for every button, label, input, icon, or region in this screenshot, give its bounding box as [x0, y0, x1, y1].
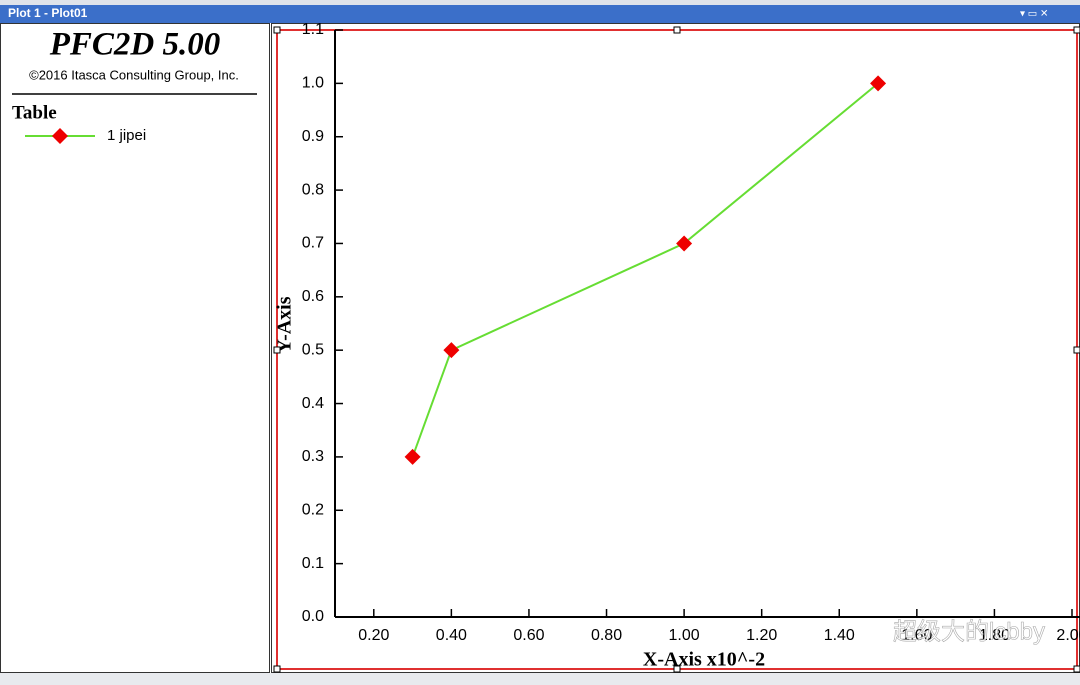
resize-handle [1073, 665, 1080, 673]
x-tick-label: 0.40 [436, 627, 467, 644]
watermark: 超级大的lcbby [893, 618, 1045, 645]
y-tick-label: 0.4 [302, 395, 324, 412]
x-tick-label: 0.60 [513, 627, 544, 644]
legend-panel [0, 23, 270, 673]
x-tick-label: 0.80 [591, 627, 622, 644]
series-line [411, 82, 879, 458]
resize-handle [273, 346, 281, 354]
x-tick-label: 1.40 [824, 627, 855, 644]
y-axis-label: Y-Axis [274, 296, 296, 353]
y-tick-label: 0.9 [302, 128, 324, 145]
y-tick-label: 1.1 [302, 21, 324, 38]
x-tick-label: 1.20 [746, 627, 777, 644]
title-bar [0, 5, 1080, 23]
resize-handle [673, 665, 681, 673]
legend-label: 1 jipei [107, 127, 146, 144]
x-tick-label: 1.60 [901, 627, 932, 644]
toolbar-strip [0, 0, 1080, 5]
y-tick-label: 0.1 [302, 555, 324, 572]
x-tick-label: 0.20 [358, 627, 389, 644]
y-tick-label: 0.3 [302, 448, 324, 465]
y-tick-label: 0.0 [302, 608, 324, 625]
resize-handle [1073, 346, 1080, 354]
series-marker [676, 235, 693, 252]
resize-handle [273, 26, 281, 34]
window-menu[interactable]: ▾ ▭ ✕ [1020, 9, 1048, 20]
series-marker [870, 75, 887, 92]
y-tick-label: 0.8 [302, 181, 324, 198]
x-tick-label: 1.80 [979, 627, 1010, 644]
x-axis-label: X-Axis x10^-2 [643, 649, 765, 671]
legend-marker [52, 128, 68, 144]
legend-title: Table [12, 102, 57, 123]
y-tick-label: 0.6 [302, 288, 324, 305]
tab-strip [0, 673, 1080, 685]
resize-handle [673, 26, 681, 34]
x-tick-label: 1.00 [669, 627, 700, 644]
resize-handle [1073, 26, 1080, 34]
series-marker [443, 342, 460, 359]
y-tick-label: 1.0 [302, 75, 324, 92]
series-marker [404, 448, 421, 465]
window-title: Plot 1 - Plot01 [8, 6, 88, 20]
app-title: PFC2D 5.00 [49, 27, 221, 63]
x-tick-label: 2.00 [1056, 627, 1080, 644]
copyright: ©2016 Itasca Consulting Group, Inc. [29, 67, 239, 82]
y-tick-label: 0.2 [302, 501, 324, 518]
resize-handle [273, 665, 281, 673]
y-tick-label: 0.5 [302, 341, 324, 358]
plot-panel [271, 23, 1080, 673]
y-tick-label: 0.7 [302, 235, 324, 252]
